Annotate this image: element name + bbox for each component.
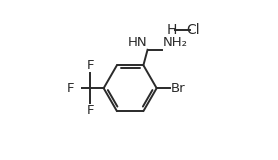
Text: NH₂: NH₂ bbox=[163, 36, 188, 49]
Text: HN: HN bbox=[127, 36, 147, 49]
Text: F: F bbox=[86, 59, 94, 72]
Text: H: H bbox=[166, 23, 177, 37]
Text: Br: Br bbox=[171, 82, 185, 95]
Text: Cl: Cl bbox=[186, 23, 200, 37]
Text: F: F bbox=[67, 82, 74, 95]
Text: F: F bbox=[86, 104, 94, 117]
